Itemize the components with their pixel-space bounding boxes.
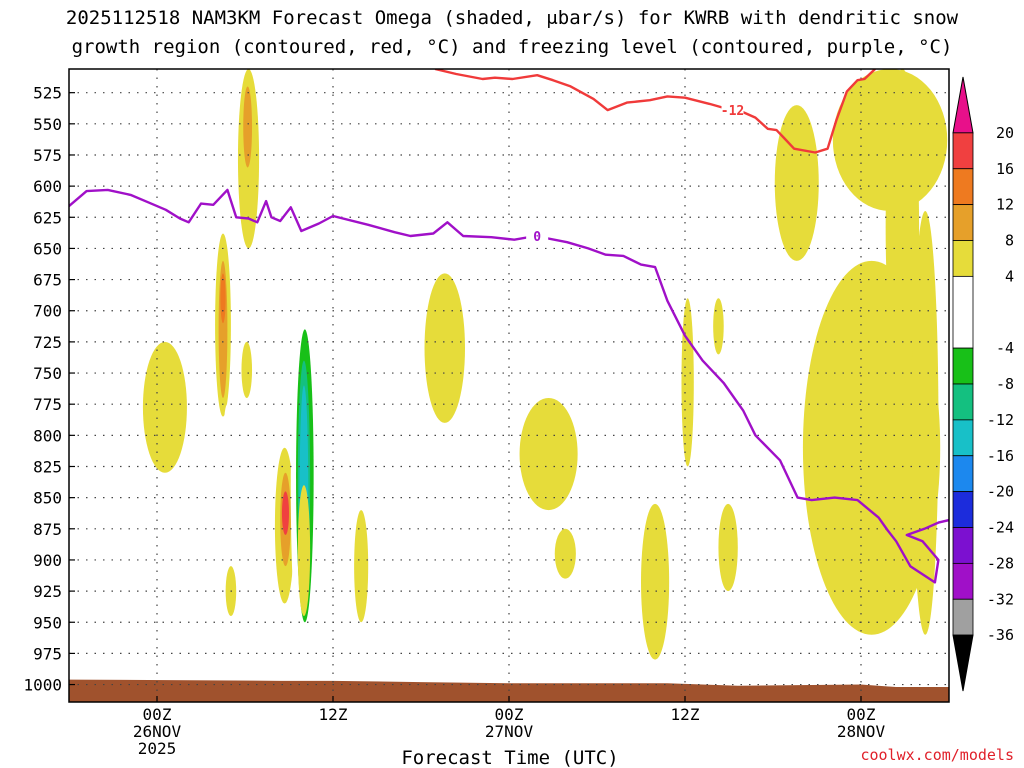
omega-region-24 (519, 397, 578, 511)
omega-region-20 (139, 69, 179, 193)
colorbar-label--4: -4 (996, 339, 1014, 357)
dendritic-snow-growth-minus-12C-line (434, 69, 876, 154)
y-axis: 525 550 575 600 625 650 675 700 725 750 775 800 825 8… (23, 84, 75, 695)
colorbar-swatch-16-to-20 (952, 132, 974, 170)
colorbar-swatch--4-to-4 (952, 275, 974, 349)
omega-region-29 (718, 503, 738, 592)
freezing-level-0C-line (69, 188, 949, 584)
omega-region-34 (912, 211, 939, 635)
y-tick-label-600: 600 (33, 177, 62, 196)
y-tick-label-550: 550 (33, 115, 62, 134)
x-tick-label-4-1: 00Z (847, 705, 876, 724)
y-tick-label-675: 675 (33, 271, 62, 290)
chart-title-line-2: growth region (contoured, red, °C) and f… (72, 36, 953, 58)
colorbar-top-arrow (952, 76, 974, 134)
colorbar-swatch-8-to-12 (952, 204, 974, 241)
omega-region-8 (223, 404, 231, 455)
credit-text: coolwx.com/models (860, 746, 1014, 764)
x-tick-label-2-2: 27NOV (485, 722, 534, 741)
colorbar-swatch-4-to-8 (952, 240, 974, 277)
omega-region-9 (243, 460, 265, 567)
omega-shading (139, 69, 948, 679)
y-tick-label-700: 700 (33, 302, 62, 321)
y-tick-label-625: 625 (33, 208, 62, 227)
x-tick-label-0-2: 26NOV (133, 722, 182, 741)
colorbar-label--24: -24 (987, 519, 1014, 537)
colorbar-swatch--12-to--8 (952, 383, 974, 421)
dendritic-snow-growth-minus-12C-label: -12 (721, 104, 744, 119)
y-tick-label-825: 825 (33, 457, 62, 476)
contour-layer: -12 0 (69, 69, 949, 584)
x-tick-label-2-1: 00Z (495, 705, 524, 724)
omega-region-6 (241, 341, 253, 398)
y-tick-label-975: 975 (33, 644, 62, 663)
y-tick-label-875: 875 (33, 520, 62, 539)
y-tick-label-775: 775 (33, 395, 62, 414)
colorbar-swatch--24-to--20 (952, 491, 974, 528)
y-tick-label-650: 650 (33, 239, 62, 258)
omega-region-23 (424, 273, 466, 423)
colorbar-label--16: -16 (987, 447, 1014, 465)
omega-region-13 (281, 491, 290, 536)
omega-region-3 (220, 273, 226, 324)
colorbar-label--36: -36 (987, 626, 1014, 644)
omega-region-25 (554, 528, 576, 579)
colorbar-label--32: -32 (987, 590, 1014, 608)
omega-region-0 (142, 341, 187, 473)
colorbar-label-4: 4 (1005, 267, 1014, 285)
colorbar-bottom-arrow (952, 634, 974, 692)
colorbar: 20 16 12 8 4 -4 -8 -12 -16 -20 -24 -28 -32 -36 (952, 76, 1014, 692)
freezing-level-0C-label: 0 (533, 230, 541, 245)
omega-region-30 (774, 105, 819, 261)
omega-region-21 (199, 295, 203, 311)
colorbar-swatch--20-to--16 (952, 455, 974, 493)
y-tick-label-925: 925 (33, 582, 62, 601)
omega-region-10 (236, 551, 242, 579)
colorbar-label-12: 12 (996, 196, 1014, 214)
omega-region-19 (297, 485, 311, 617)
x-axis-label: Forecast Time (UTC) (401, 747, 618, 768)
y-tick-label-950: 950 (33, 613, 62, 632)
colorbar-label--20: -20 (987, 483, 1014, 501)
chart-title-line-1: 2025112518 NAM3KM Forecast Omega (shaded… (66, 7, 959, 29)
y-tick-label-575: 575 (33, 146, 62, 165)
y-tick-label-725: 725 (33, 333, 62, 352)
omega-region-26 (641, 503, 670, 660)
y-tick-label-750: 750 (33, 364, 62, 383)
colorbar-label-20: 20 (996, 124, 1014, 142)
y-tick-label-1000: 1000 (23, 676, 62, 695)
x-tick-label-1-1: 12Z (319, 705, 348, 724)
omega-region-27 (681, 298, 694, 467)
colorbar-label--8: -8 (996, 375, 1014, 393)
colorbar-swatch--32-to--28 (952, 562, 974, 600)
omega-region-33 (885, 69, 920, 386)
y-tick-label-900: 900 (33, 551, 62, 570)
colorbar-swatch--36-to--32 (952, 598, 974, 636)
colorbar-swatch-12-to-16 (952, 168, 974, 206)
omega-region-22 (354, 510, 369, 623)
colorbar-label--12: -12 (987, 411, 1014, 429)
dendritic-snow-growth-minus-12C-label-bg (721, 102, 744, 119)
gridlines (69, 69, 949, 702)
x-tick-label-0-1: 00Z (143, 705, 172, 724)
y-tick-label-800: 800 (33, 426, 62, 445)
colorbar-label-8: 8 (1005, 232, 1014, 250)
colorbar-swatch--8-to--4 (952, 347, 974, 385)
y-tick-label-525: 525 (33, 84, 62, 103)
omega-region-28 (713, 298, 724, 355)
colorbar-swatch--16-to--12 (952, 419, 974, 457)
x-tick-label-3-1: 12Z (671, 705, 700, 724)
colorbar-label--28: -28 (987, 554, 1014, 572)
omega-region-5 (243, 86, 253, 168)
freezing-level-0C-label-bg (526, 227, 549, 244)
x-tick-label-4-2: 28NOV (837, 722, 886, 741)
y-tick-label-850: 850 (33, 489, 62, 508)
x-tick-label-0-3: 2025 (138, 739, 177, 758)
colorbar-swatch--28-to--24 (952, 527, 974, 564)
colorbar-label-16: 16 (996, 160, 1014, 178)
